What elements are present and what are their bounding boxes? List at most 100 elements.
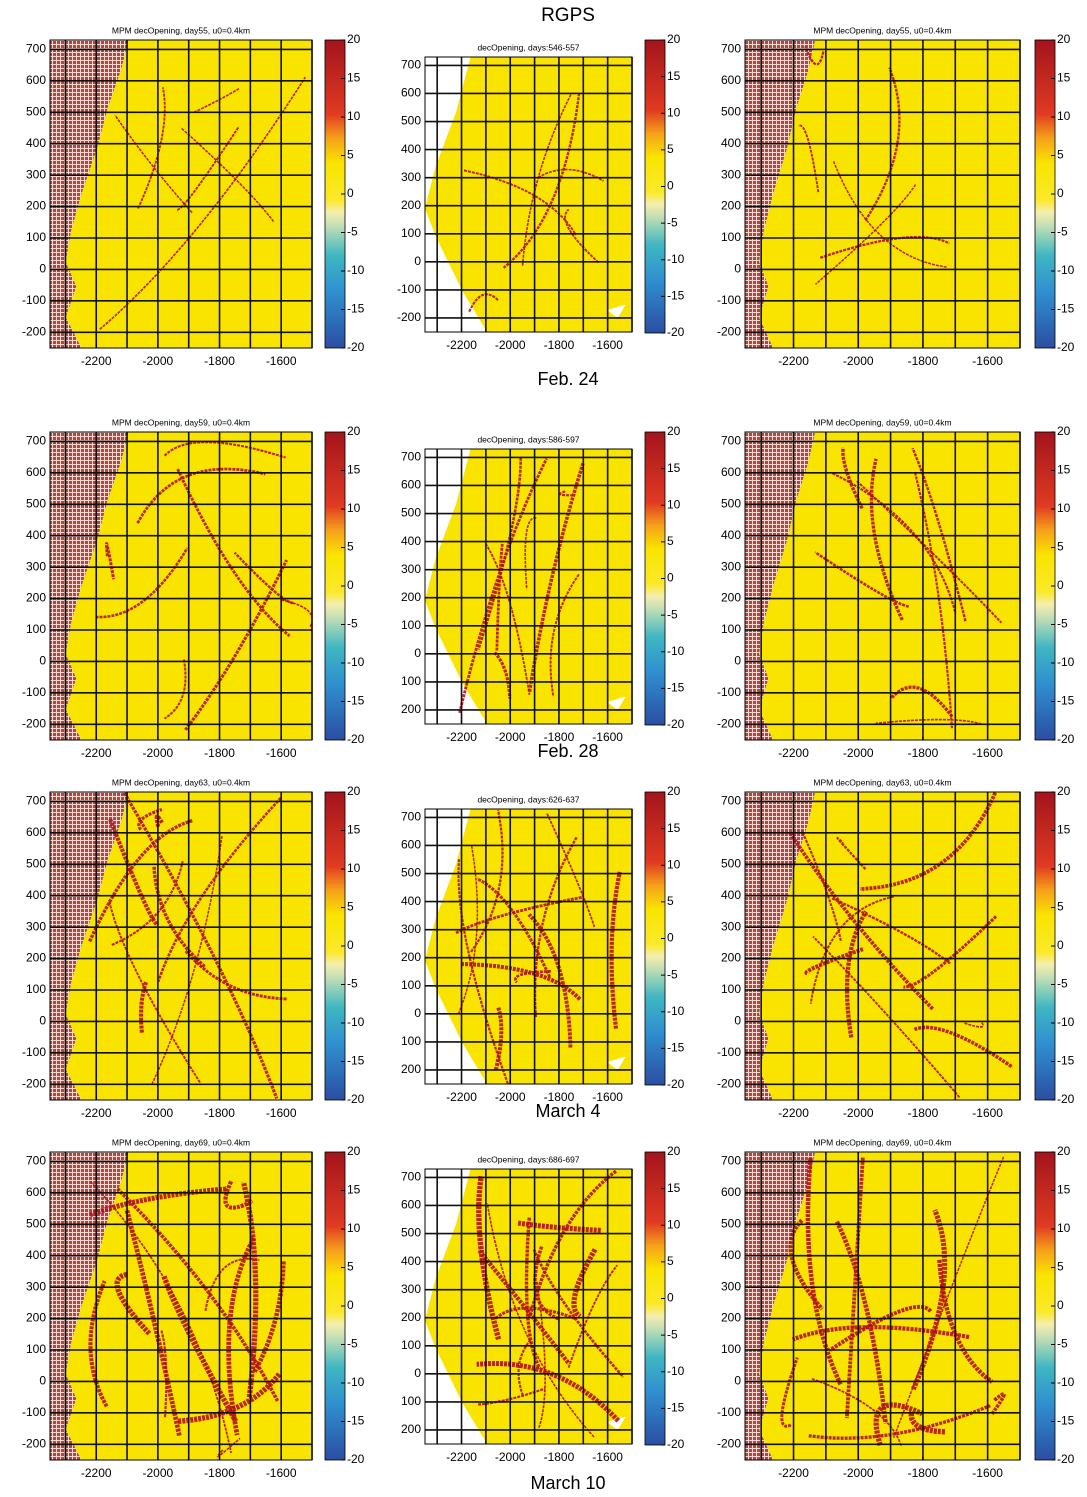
x-tick-label: -1800: [544, 730, 575, 744]
colorbar-tick-label: 20: [347, 424, 361, 438]
colorbar-tick-label: 10: [347, 1221, 361, 1235]
y-tick-label: 200: [26, 1311, 46, 1325]
x-tick-label: -2000: [495, 338, 526, 352]
lead: [559, 490, 576, 497]
lead: [176, 468, 291, 638]
colorbar-tick-label: -20: [347, 340, 365, 354]
lead: [493, 651, 512, 699]
y-tick-label: -200: [22, 716, 46, 730]
colorbar-tick-label: 20: [667, 1144, 681, 1158]
y-tick-label: 500: [401, 1226, 421, 1240]
y-tick-label: 400: [26, 136, 46, 150]
x-tick-label: -1600: [972, 746, 1003, 760]
land: [745, 792, 816, 1100]
colorbar-tick-label: 10: [1057, 1221, 1071, 1235]
x-tick-label: -2200: [446, 338, 477, 352]
colorbar-tick-label: 5: [1057, 1260, 1064, 1274]
x-tick-label: -2200: [778, 1106, 809, 1120]
x-tick-label: -2000: [143, 354, 174, 368]
lead: [875, 718, 982, 725]
y-tick-label: 400: [26, 528, 46, 542]
colorbar-tick-label: 20: [347, 1144, 361, 1158]
y-tick-label: -100: [717, 293, 741, 307]
lead: [908, 1411, 946, 1435]
y-tick-label: 400: [401, 534, 421, 548]
x-tick-label: -1800: [544, 1450, 575, 1464]
no-data: [607, 1416, 626, 1431]
colorbar-tick-label: -20: [347, 1092, 365, 1106]
colorbar-tick-label: -5: [667, 607, 678, 621]
y-tick-label: 200: [401, 198, 421, 212]
y-tick-label: 200: [721, 199, 741, 213]
x-tick-label: -1600: [592, 1450, 623, 1464]
colorbar-tick-label: -15: [667, 289, 685, 303]
x-tick-label: -1600: [592, 730, 623, 744]
lead: [567, 1264, 618, 1368]
lead: [484, 543, 531, 696]
lead: [95, 547, 189, 619]
chart-title: MPM decOpening, day63, u0=0.4km: [813, 777, 951, 787]
figure-title: RGPS: [541, 5, 595, 26]
y-tick-label: 200: [401, 1062, 421, 1076]
lead: [114, 1271, 152, 1336]
y-tick-label: 0: [734, 262, 741, 276]
x-tick-label: -2000: [495, 730, 526, 744]
lead: [990, 1392, 1006, 1415]
y-tick-label: 600: [26, 73, 46, 87]
lead: [571, 1248, 598, 1319]
y-tick-label: 600: [26, 825, 46, 839]
x-tick-label: -1600: [266, 1466, 297, 1480]
lead: [903, 915, 998, 989]
colorbar-tick-label: 5: [667, 894, 674, 908]
colorbar-tick-label: -10: [347, 1375, 365, 1389]
heatmap-field: [745, 1152, 1020, 1460]
colorbar-tick-label: 20: [347, 784, 361, 798]
y-tick-label: -100: [22, 685, 46, 699]
colorbar-tick-label: -20: [1057, 732, 1075, 746]
y-tick-label: 200: [401, 590, 421, 604]
lead: [524, 517, 537, 590]
colorbar-tick-label: -20: [1057, 340, 1075, 354]
lead: [791, 1325, 970, 1342]
colorbar-tick-label: 15: [347, 71, 361, 85]
colorbar-tick-label: 0: [1057, 938, 1064, 952]
colorbar-tick-label: -20: [1057, 1452, 1075, 1466]
lead: [814, 551, 909, 608]
y-tick-label: -200: [717, 1076, 741, 1090]
x-tick-label: -1600: [266, 1106, 297, 1120]
colorbar-tick-label: 5: [1057, 148, 1064, 162]
lead: [470, 809, 504, 953]
y-tick-label: 600: [721, 825, 741, 839]
y-tick-label: -100: [397, 282, 421, 296]
lead: [486, 1203, 595, 1438]
colorbar-tick-label: -15: [347, 1414, 365, 1428]
lead: [493, 1007, 504, 1071]
land: [50, 1152, 129, 1460]
lead: [517, 1339, 532, 1396]
y-tick-label: 0: [734, 1014, 741, 1028]
colorbar-tick-label: -5: [347, 617, 358, 631]
colorbar-tick-label: -15: [667, 681, 685, 695]
y-tick-label: 700: [401, 450, 421, 464]
x-tick-label: -2200: [778, 1466, 809, 1480]
x-tick-label: -1800: [544, 1090, 575, 1104]
y-tick-label: 100: [721, 230, 741, 244]
colorbar-tick-label: -10: [1057, 1015, 1075, 1029]
lead: [495, 543, 504, 651]
x-tick-label: -2200: [778, 354, 809, 368]
y-tick-label: 0: [414, 1006, 421, 1020]
axes-frame: [424, 808, 633, 1085]
colorbar-tick-label: 0: [667, 1291, 674, 1305]
y-tick-label: 200: [721, 1311, 741, 1325]
land: [745, 1152, 816, 1460]
lead: [114, 114, 193, 214]
colorbar-tick-label: 5: [667, 1254, 674, 1268]
colorbar-tick-label: -15: [667, 1401, 685, 1415]
y-tick-label: 200: [721, 591, 741, 605]
colorbar-tick-label: -5: [667, 967, 678, 981]
colorbar-tick-label: 10: [1057, 861, 1071, 875]
y-tick-label: 0: [414, 646, 421, 660]
y-tick-label: 100: [26, 230, 46, 244]
y-tick-label: 300: [26, 1279, 46, 1293]
